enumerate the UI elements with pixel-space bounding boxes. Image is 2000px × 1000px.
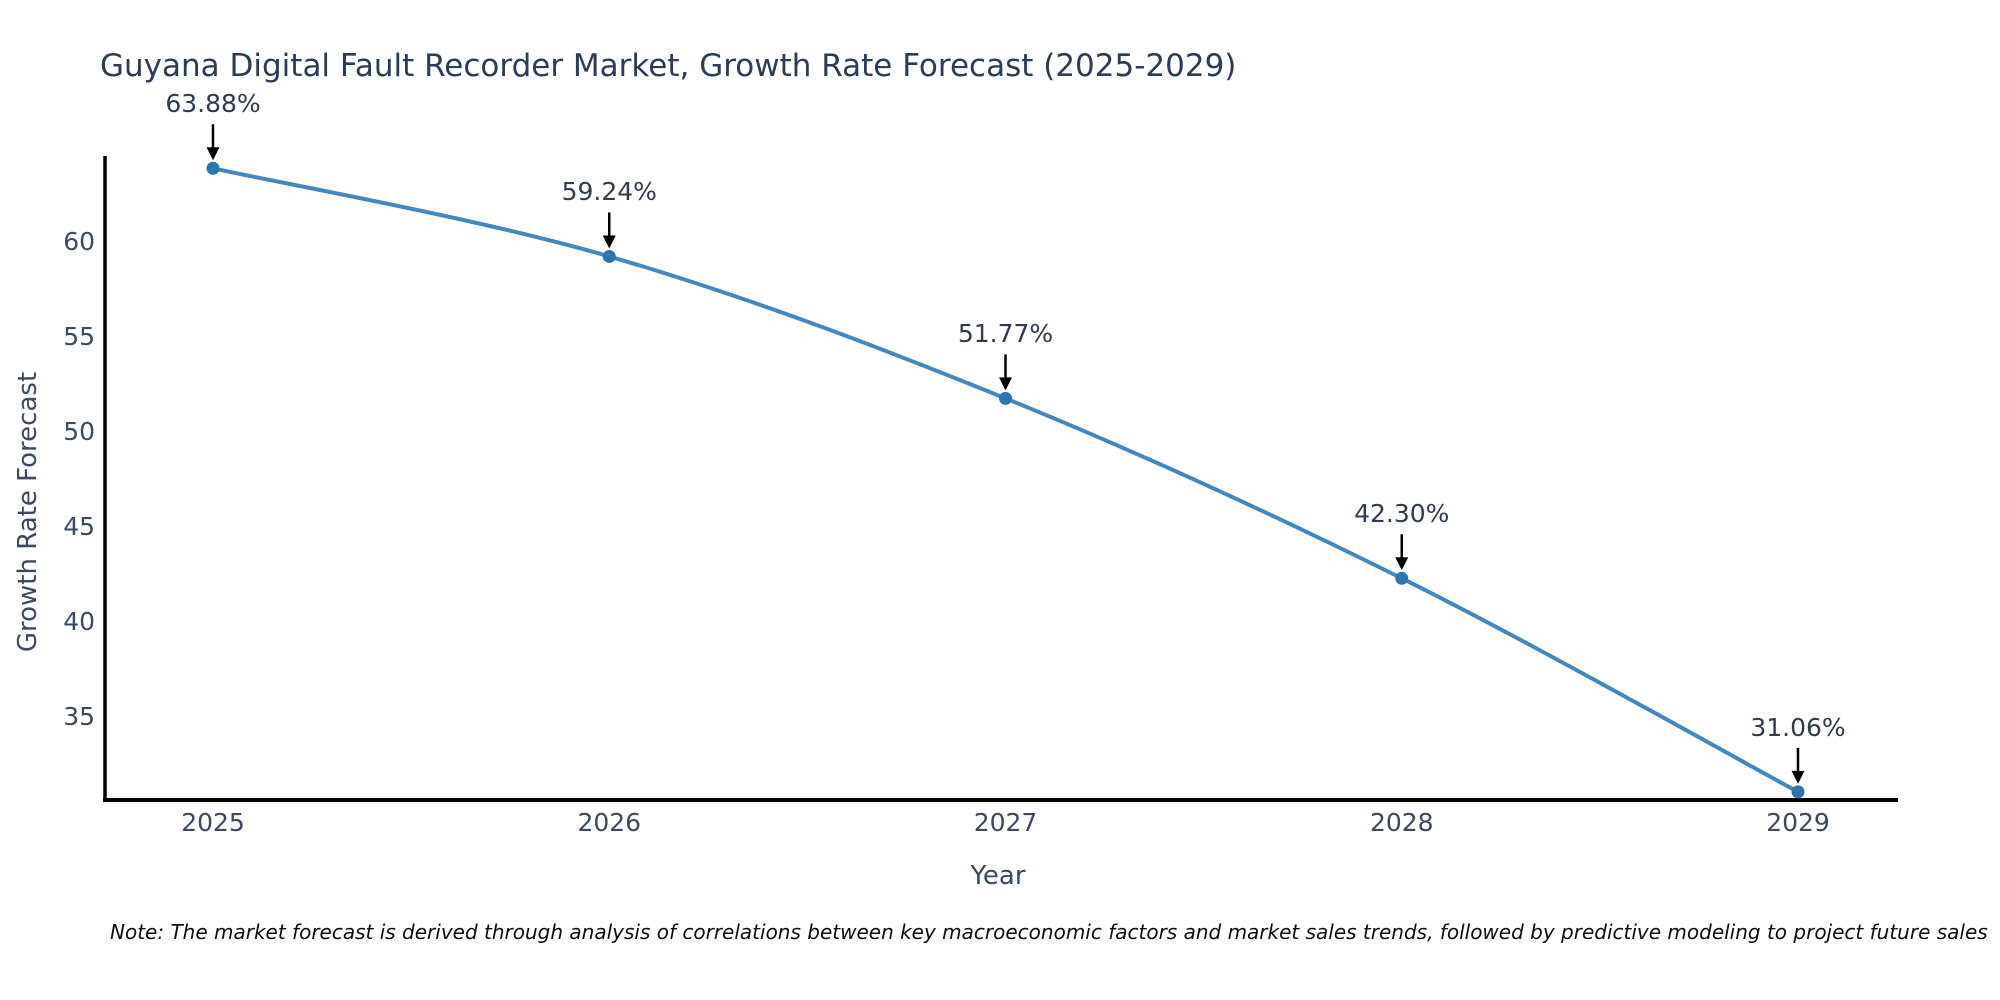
data-point-label: 31.06% (1750, 712, 1846, 742)
data-point-label: 42.30% (1354, 499, 1450, 529)
annotation-arrow-head (602, 235, 616, 249)
y-tick-label: 60 (63, 227, 95, 256)
y-tick-label: 55 (63, 322, 95, 351)
annotation-arrow-head (999, 377, 1012, 391)
y-tick-label: 35 (63, 702, 95, 731)
annotation-arrow-head (206, 147, 220, 161)
forecast-line (211, 166, 1800, 794)
annotation-arrow-head (1791, 770, 1805, 784)
y-tick-label: 40 (63, 607, 95, 636)
x-tick-label: 2026 (577, 808, 642, 837)
data-point-marker (1791, 785, 1805, 799)
y-tick-label: 50 (63, 417, 95, 446)
y-tick-label: 45 (63, 512, 95, 541)
x-tick-label: 2029 (1766, 808, 1830, 837)
x-tick-label: 2025 (181, 808, 245, 837)
x-tick-label: 2027 (973, 808, 1038, 837)
footnote: Note: The market forecast is derived thr… (110, 920, 1988, 944)
x-axis-title: Year (970, 861, 1026, 891)
data-point-label: 59.24% (561, 177, 657, 207)
data-point-marker (1395, 571, 1409, 585)
x-tick-label: 2028 (1369, 808, 1434, 837)
y-axis-title: Growth Rate Forecast (13, 371, 43, 653)
data-point-marker (999, 391, 1012, 405)
data-point-label: 63.88% (165, 89, 261, 119)
chart-title: Guyana Digital Fault Recorder Market, Gr… (100, 48, 1237, 84)
data-point-marker (602, 249, 616, 263)
annotation-arrow-head (1395, 557, 1409, 571)
data-point-marker (206, 161, 220, 175)
data-point-label: 51.77% (957, 319, 1054, 349)
